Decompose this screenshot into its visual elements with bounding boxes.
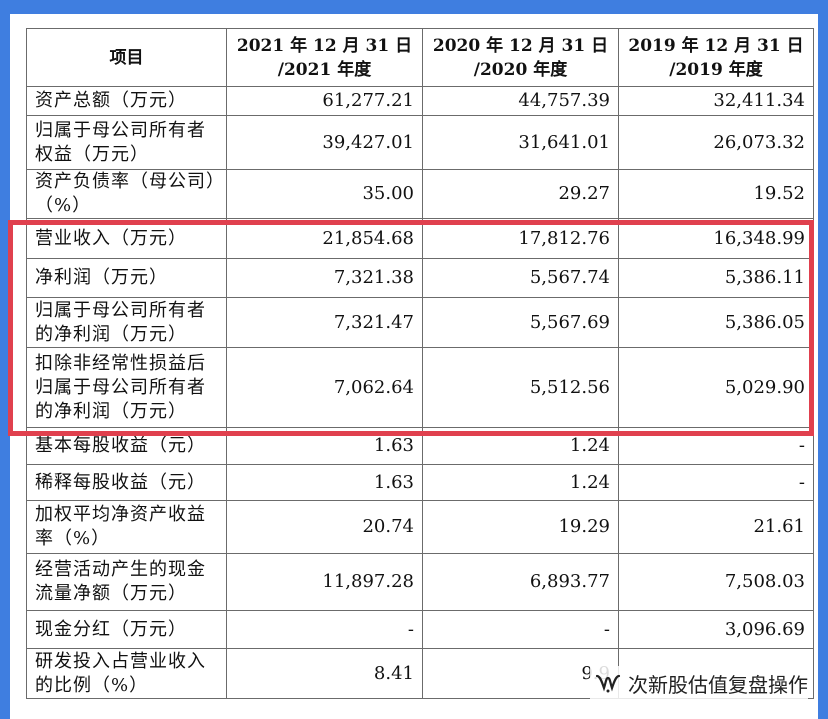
value-2021: - bbox=[226, 610, 423, 649]
table-row: 归属于母公司所有者的净利润（万元） 7,321.47 5,567.69 5,38… bbox=[26, 297, 814, 348]
value-2021: 7,321.47 bbox=[226, 297, 423, 348]
value-2019: 5,386.05 bbox=[618, 297, 814, 348]
table-row: 现金分红（万元） - - 3,096.69 bbox=[26, 610, 814, 649]
value-2019: 3,096.69 bbox=[618, 610, 814, 649]
table-row: 资产负债率（母公司）（%） 35.00 29.27 19.52 bbox=[26, 169, 814, 219]
value-2020: 17,812.76 bbox=[422, 218, 619, 259]
value-2021: 39,427.01 bbox=[226, 115, 423, 170]
row-label: 净利润（万元） bbox=[26, 258, 227, 298]
row-label: 资产总额（万元） bbox=[26, 86, 227, 116]
value-2019: 19.52 bbox=[618, 169, 814, 219]
value-2020: 5,567.74 bbox=[422, 258, 619, 298]
table-row: 经营活动产生的现金流量净额（万元） 11,897.28 6,893.77 7,5… bbox=[26, 553, 814, 611]
table-row: 营业收入（万元） 21,854.68 17,812.76 16,348.99 bbox=[26, 218, 814, 259]
value-2021: 21,854.68 bbox=[226, 218, 423, 259]
header-2019: 2019 年 12 月 31 日/2019 年度 bbox=[618, 28, 814, 87]
value-2021: 1.63 bbox=[226, 427, 423, 465]
row-label: 归属于母公司所有者权益（万元） bbox=[26, 115, 227, 170]
table-row: 稀释每股收益（元） 1.63 1.24 - bbox=[26, 464, 814, 501]
row-label: 基本每股收益（元） bbox=[26, 427, 227, 465]
value-2020: 6,893.77 bbox=[422, 553, 619, 611]
value-2019: 21.61 bbox=[618, 500, 814, 554]
value-2020: 1.24 bbox=[422, 427, 619, 465]
header-item: 项目 bbox=[26, 28, 227, 87]
value-2020: 44,757.39 bbox=[422, 86, 619, 116]
value-2019: 5,386.11 bbox=[618, 258, 814, 298]
header-2020: 2020 年 12 月 31 日/2020 年度 bbox=[422, 28, 619, 87]
value-2020: 19.29 bbox=[422, 500, 619, 554]
value-2021: 61,277.21 bbox=[226, 86, 423, 116]
row-label: 营业收入（万元） bbox=[26, 218, 227, 259]
document-sheet: 项目 2021 年 12 月 31 日/2021 年度 2020 年 12 月 … bbox=[10, 14, 818, 719]
value-2020: 5,512.56 bbox=[422, 347, 619, 428]
value-2020: 29.27 bbox=[422, 169, 619, 219]
row-label: 稀释每股收益（元） bbox=[26, 464, 227, 501]
header-row: 项目 2021 年 12 月 31 日/2021 年度 2020 年 12 月 … bbox=[26, 28, 814, 87]
financial-table: 项目 2021 年 12 月 31 日/2021 年度 2020 年 12 月 … bbox=[26, 28, 814, 699]
row-label: 扣除非经常性损益后归属于母公司所有者的净利润（万元） bbox=[26, 347, 227, 428]
watermark-text: 次新股估值复盘操作 bbox=[628, 672, 808, 697]
table-row: 基本每股收益（元） 1.63 1.24 - bbox=[26, 427, 814, 465]
value-2021: 1.63 bbox=[226, 464, 423, 501]
table-row: 扣除非经常性损益后归属于母公司所有者的净利润（万元） 7,062.64 5,51… bbox=[26, 347, 814, 428]
value-2019: 7,508.03 bbox=[618, 553, 814, 611]
value-2021: 8.41 bbox=[226, 648, 423, 699]
value-2020: 31,641.01 bbox=[422, 115, 619, 170]
value-2019: - bbox=[618, 464, 814, 501]
value-2020: 1.24 bbox=[422, 464, 619, 501]
table-row: 归属于母公司所有者权益（万元） 39,427.01 31,641.01 26,0… bbox=[26, 115, 814, 170]
row-label: 归属于母公司所有者的净利润（万元） bbox=[26, 297, 227, 348]
value-2019: 26,073.32 bbox=[618, 115, 814, 170]
value-2021: 35.00 bbox=[226, 169, 423, 219]
value-2019: - bbox=[618, 427, 814, 465]
row-label: 研发投入占营业收入的比例（%） bbox=[26, 648, 227, 699]
watermark: 次新股估值复盘操作 bbox=[590, 666, 808, 700]
value-2019: 16,348.99 bbox=[618, 218, 814, 259]
value-2020: 5,567.69 bbox=[422, 297, 619, 348]
row-label: 经营活动产生的现金流量净额（万元） bbox=[26, 553, 227, 611]
value-2021: 20.74 bbox=[226, 500, 423, 554]
row-label: 现金分红（万元） bbox=[26, 610, 227, 649]
value-2021: 7,321.38 bbox=[226, 258, 423, 298]
wechat-channel-icon bbox=[595, 674, 621, 693]
row-label: 资产负债率（母公司）（%） bbox=[26, 169, 227, 219]
value-2021: 7,062.64 bbox=[226, 347, 423, 428]
value-2019: 32,411.34 bbox=[618, 86, 814, 116]
value-2019: 5,029.90 bbox=[618, 347, 814, 428]
value-2021: 11,897.28 bbox=[226, 553, 423, 611]
row-label: 加权平均净资产收益率（%） bbox=[26, 500, 227, 554]
table-row: 资产总额（万元） 61,277.21 44,757.39 32,411.34 bbox=[26, 86, 814, 116]
table-row: 加权平均净资产收益率（%） 20.74 19.29 21.61 bbox=[26, 500, 814, 554]
header-2021: 2021 年 12 月 31 日/2021 年度 bbox=[226, 28, 423, 87]
table-row: 净利润（万元） 7,321.38 5,567.74 5,386.11 bbox=[26, 258, 814, 298]
value-2020: - bbox=[422, 610, 619, 649]
